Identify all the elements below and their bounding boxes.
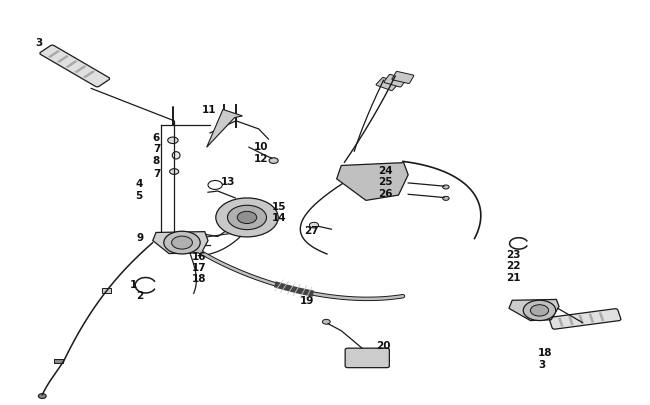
Bar [83, 71, 95, 79]
Circle shape [164, 232, 200, 254]
Circle shape [443, 197, 449, 201]
Text: 13: 13 [221, 177, 235, 186]
Bar [48, 51, 60, 59]
Circle shape [269, 158, 278, 164]
Text: 15: 15 [272, 202, 286, 211]
Text: 11: 11 [202, 104, 216, 114]
Text: 25: 25 [378, 177, 393, 186]
Bar [57, 56, 69, 64]
Bar [578, 315, 584, 324]
Text: 2: 2 [136, 291, 144, 301]
FancyBboxPatch shape [549, 309, 621, 329]
Text: 3: 3 [36, 38, 43, 47]
Circle shape [237, 212, 257, 224]
Bar [568, 316, 574, 326]
Text: 18: 18 [538, 347, 552, 357]
Text: 7: 7 [153, 144, 160, 154]
Circle shape [530, 305, 549, 316]
Text: 3: 3 [538, 359, 545, 369]
Text: 12: 12 [254, 154, 268, 164]
Circle shape [443, 185, 449, 190]
Text: 24: 24 [378, 165, 393, 175]
Text: 8: 8 [153, 156, 160, 165]
Text: 17: 17 [192, 262, 207, 272]
Text: 27: 27 [304, 225, 319, 235]
Text: 26: 26 [378, 189, 393, 198]
Polygon shape [153, 232, 208, 254]
Circle shape [216, 198, 278, 237]
Text: 6: 6 [153, 133, 160, 143]
Text: 19: 19 [300, 296, 315, 305]
Text: 9: 9 [136, 232, 144, 242]
FancyBboxPatch shape [392, 72, 414, 84]
Circle shape [170, 169, 179, 175]
Polygon shape [337, 163, 408, 201]
Polygon shape [207, 110, 242, 148]
Bar [54, 359, 63, 363]
Bar [599, 312, 604, 322]
Circle shape [523, 301, 556, 321]
Bar [74, 66, 86, 74]
Text: 10: 10 [254, 142, 268, 151]
FancyBboxPatch shape [384, 75, 406, 88]
Text: 7: 7 [153, 168, 160, 178]
Circle shape [172, 237, 192, 249]
Circle shape [309, 223, 318, 228]
Bar [66, 61, 77, 69]
Text: 20: 20 [376, 340, 390, 350]
Text: 5: 5 [135, 190, 142, 200]
Circle shape [227, 206, 266, 230]
Bar [102, 288, 111, 293]
Text: 23: 23 [506, 249, 520, 259]
Text: 4: 4 [135, 178, 142, 188]
Bar [589, 314, 594, 323]
FancyBboxPatch shape [376, 78, 398, 92]
Circle shape [38, 394, 46, 399]
Bar [558, 318, 564, 327]
Text: 22: 22 [506, 261, 520, 271]
Text: 16: 16 [192, 251, 206, 261]
FancyBboxPatch shape [40, 46, 110, 88]
Circle shape [322, 320, 330, 324]
Text: 21: 21 [506, 272, 520, 282]
Text: 1: 1 [130, 279, 137, 289]
Text: 18: 18 [192, 274, 206, 284]
Text: 14: 14 [272, 213, 286, 223]
FancyBboxPatch shape [345, 348, 389, 368]
Circle shape [168, 138, 178, 144]
Ellipse shape [172, 152, 180, 160]
Polygon shape [509, 300, 559, 321]
